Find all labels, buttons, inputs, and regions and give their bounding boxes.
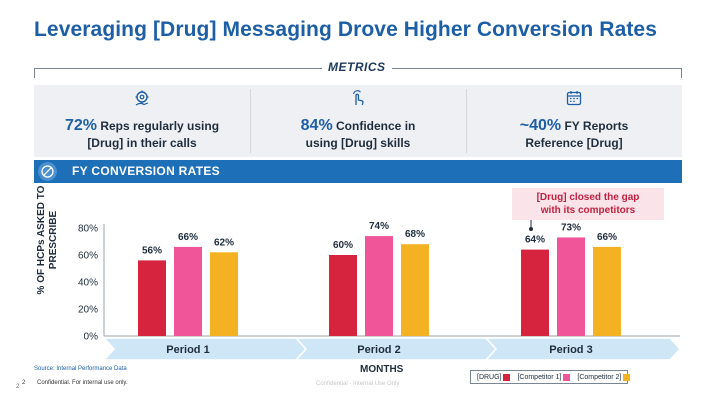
kpi-value: 84% — [300, 117, 333, 134]
gear-hand-icon — [135, 90, 149, 106]
confidential-note: 2 Confidential. For internal use only. — [22, 380, 128, 386]
kpi-line2: Reference [Drug] — [525, 136, 623, 150]
kpi-panel: 72% Reps regularly using [Drug] in their… — [34, 85, 682, 157]
x-tick-label: Period 2 — [357, 344, 400, 356]
kpi-card-reps: 72% Reps regularly using [Drug] in their… — [34, 85, 250, 157]
bar — [138, 260, 166, 336]
data-label: 56% — [142, 245, 162, 256]
bar — [210, 252, 238, 336]
legend-swatch — [563, 373, 571, 381]
legend-swatch — [503, 373, 511, 381]
page-number-small: 2 — [22, 380, 26, 386]
y-tick-label: 80% — [78, 224, 98, 235]
callout-pointer-dot — [529, 227, 533, 231]
legend-item: [DRUG] — [477, 373, 514, 381]
bar — [174, 246, 202, 336]
kpi-line1: FY Reports — [564, 119, 629, 133]
bar — [557, 237, 585, 336]
no-entry-icon — [38, 162, 57, 181]
data-label: 66% — [178, 232, 198, 243]
legend-label: [DRUG] — [477, 373, 502, 381]
legend-label: [Competitor 1] — [517, 373, 562, 381]
watermark-text: Confidential - Internal Use Only — [316, 381, 400, 387]
metrics-divider-left-tick — [34, 68, 35, 78]
data-label: 60% — [333, 240, 353, 251]
kpi-value: 72% — [64, 117, 97, 134]
callout-box: [Drug] closed the gap with its competito… — [512, 188, 664, 220]
calendar-icon — [566, 91, 582, 106]
bar — [593, 246, 621, 336]
legend-item: [Competitor 1] — [517, 373, 574, 381]
kpi-text: 84% Confidence in using [Drug] skills — [250, 117, 466, 152]
kpi-divider — [466, 89, 467, 153]
data-label: 74% — [369, 221, 389, 232]
legend-label: [Competitor 2] — [577, 373, 622, 381]
y-axis-label: % OF HCPs ASKED TO PRESCRIBE — [36, 185, 59, 295]
bar — [521, 249, 549, 336]
x-tick-label: Period 3 — [549, 344, 592, 356]
kpi-card-reports: ~40% FY Reports Reference [Drug] — [466, 85, 682, 157]
confidential-text: Confidential. For internal use only. — [37, 380, 128, 386]
kpi-line1: Confidence in — [336, 119, 416, 133]
chart-legend: [DRUG] [Competitor 1] [Competitor 2] — [470, 370, 631, 384]
callout-line1: [Drug] closed the gap — [536, 192, 640, 203]
kpi-text: 72% Reps regularly using [Drug] in their… — [34, 117, 250, 152]
period-arrow-segment — [484, 337, 682, 361]
page-title: Leveraging [Drug] Messaging Drove Higher… — [34, 18, 657, 41]
kpi-line2: [Drug] in their calls — [87, 136, 197, 150]
kpi-line1: Reps regularly using — [100, 119, 220, 133]
page-number: 2 — [16, 384, 20, 390]
data-label: 73% — [561, 222, 581, 233]
x-tick-label: Period 1 — [166, 344, 209, 356]
data-label: 62% — [214, 237, 234, 248]
legend-swatch — [623, 373, 631, 381]
callout-line2: with its competitors — [540, 205, 636, 216]
y-tick-label: 0% — [84, 332, 99, 343]
legend-item: [Competitor 2] — [577, 373, 634, 381]
data-label: 66% — [597, 232, 617, 243]
section-header-bar: FY CONVERSION RATES — [34, 160, 682, 183]
y-tick-label: 60% — [78, 251, 98, 262]
bar — [401, 244, 429, 336]
metrics-divider-right-tick — [681, 68, 682, 78]
data-label: 64% — [525, 235, 545, 246]
metrics-label: METRICS — [322, 60, 392, 74]
kpi-value: ~40% — [519, 117, 562, 134]
y-tick-label: 20% — [78, 305, 98, 316]
section-title: FY CONVERSION RATES — [72, 164, 220, 178]
source-note: Source: Internal Performance Data — [34, 366, 127, 372]
data-label: 68% — [405, 229, 425, 240]
kpi-text: ~40% FY Reports Reference [Drug] — [466, 117, 682, 152]
kpi-card-confidence: 84% Confidence in using [Drug] skills — [250, 85, 466, 157]
kpi-line2: using [Drug] skills — [305, 136, 411, 150]
bar — [365, 236, 393, 336]
pointer-hand-icon — [352, 90, 364, 106]
x-axis-label: MONTHS — [360, 364, 404, 375]
y-tick-label: 40% — [78, 278, 98, 289]
bar — [329, 255, 357, 336]
kpi-divider — [250, 89, 251, 153]
